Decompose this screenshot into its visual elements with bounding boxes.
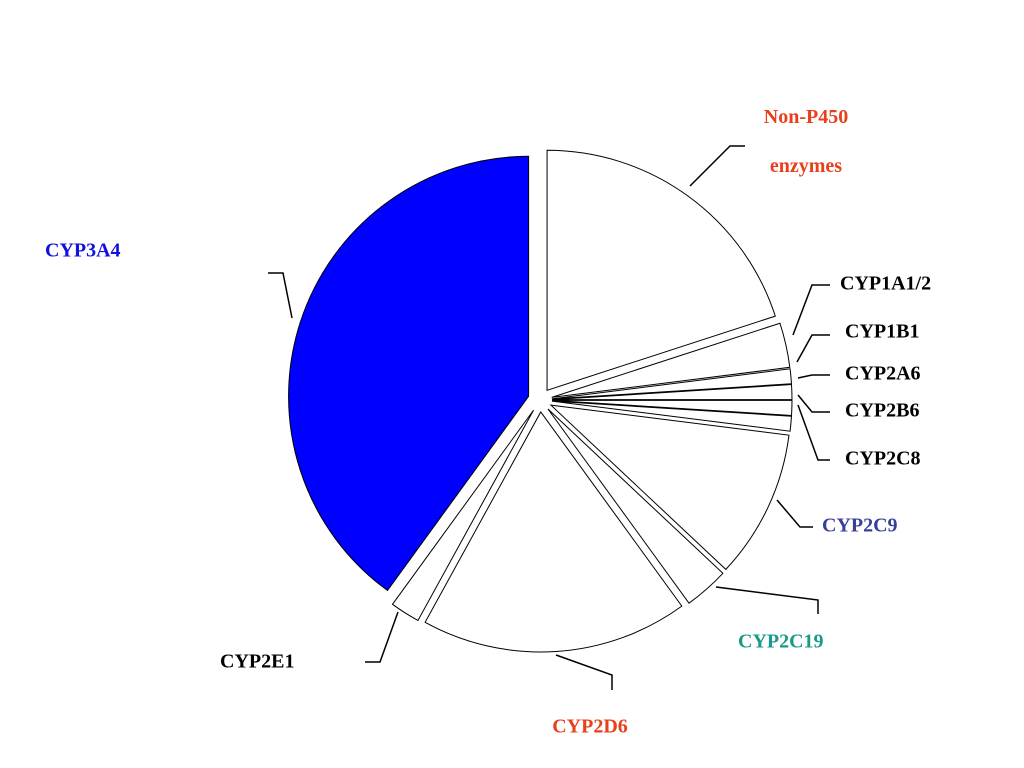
slice-label: CYP1B1: [845, 321, 919, 343]
pie-slice: [288, 155, 530, 592]
slice-label: CYP2C9: [822, 515, 898, 537]
pie-slice: [551, 368, 793, 400]
pie-slice: [424, 411, 683, 653]
slice-label: Non-P450 enzymes: [764, 106, 848, 177]
slice-label: CYP1A1/2: [840, 273, 931, 295]
pie-slice: [391, 409, 535, 622]
pie-slice: [547, 408, 724, 604]
slice-label: CYP2C8: [845, 448, 921, 470]
slice-label: CYP2C19: [738, 631, 824, 653]
slice-label: CYP3A4: [45, 240, 121, 262]
leader-lines: [268, 145, 830, 690]
slice-label: CYP2B6: [845, 400, 919, 422]
pie-slice: [551, 322, 791, 398]
pie-slice: [551, 400, 793, 432]
slice-label: CYP2D6: [552, 716, 628, 738]
pie-slice: [551, 399, 793, 416]
pie-slice: [549, 404, 790, 571]
slice-label: CYP2A6: [845, 363, 921, 385]
slice-label: CYP2E1: [220, 651, 294, 673]
pie-slice: [546, 149, 776, 391]
pie-slice: [551, 384, 793, 401]
